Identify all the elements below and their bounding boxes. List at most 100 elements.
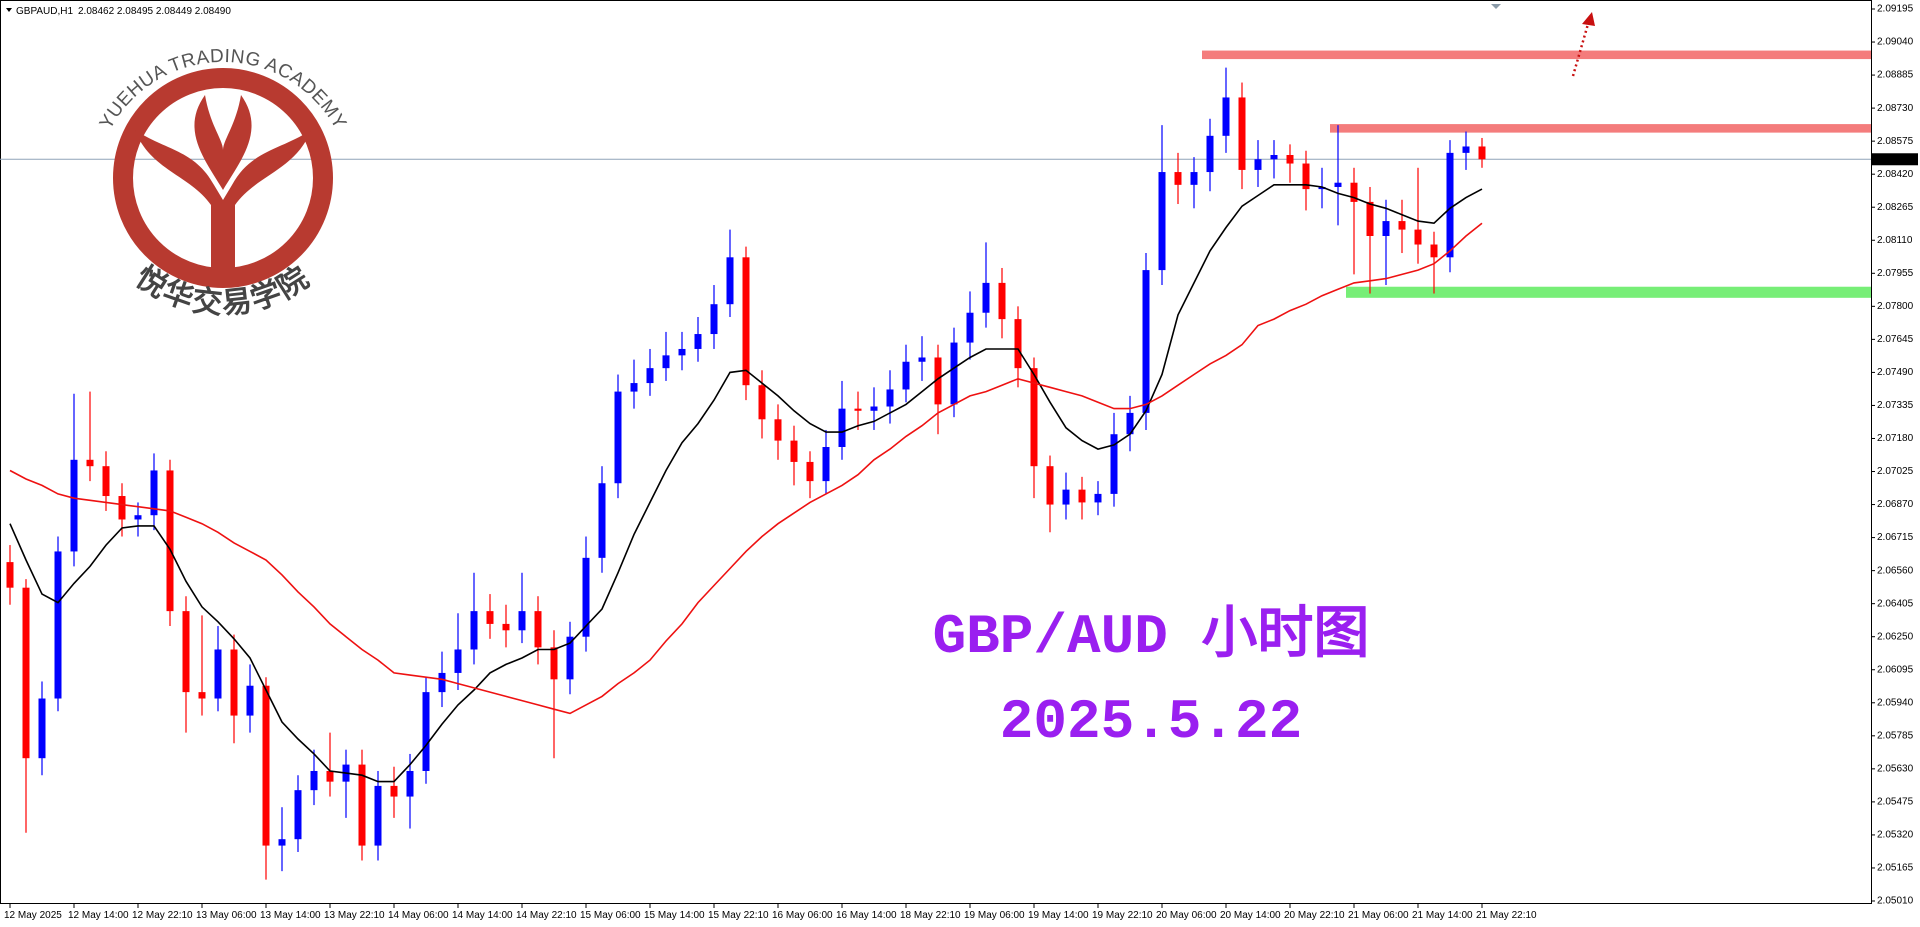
x-tick-label: 15 May 14:00: [644, 910, 705, 921]
candle-body: [966, 312, 974, 343]
candle-body: [1062, 489, 1070, 505]
y-tick-label: 2.08730: [1877, 103, 1914, 114]
candle-body: [150, 470, 158, 516]
candle-body: [390, 785, 398, 797]
y-tick-label: 2.06095: [1877, 664, 1914, 675]
y-tick-label: 2.05475: [1877, 797, 1914, 808]
candle-body: [1398, 221, 1406, 230]
x-tick-label: 13 May 22:10: [324, 910, 385, 921]
candle-body: [1046, 466, 1054, 505]
candle-body: [1174, 172, 1182, 185]
x-tick-label: 16 May 14:00: [836, 910, 897, 921]
candle-body: [310, 770, 318, 791]
y-tick-label: 2.05940: [1877, 697, 1914, 708]
candle-body: [950, 342, 958, 405]
y-tick-label: 2.05630: [1877, 763, 1914, 774]
y-tick-label: 2.07645: [1877, 334, 1914, 345]
moving-average: [9, 222, 1483, 715]
candle-body: [294, 790, 302, 840]
candle-body: [1142, 270, 1150, 413]
x-tick-label: 12 May 14:00: [68, 910, 129, 921]
candle-body: [230, 649, 238, 716]
projection-arrow: [1571, 12, 1595, 77]
y-tick-label: 2.07800: [1877, 301, 1914, 312]
y-tick-label: 2.08885: [1877, 70, 1914, 81]
candle-body: [102, 466, 110, 497]
candle-body: [518, 611, 526, 631]
candle-body: [1334, 182, 1342, 187]
x-tick-label: 14 May 06:00: [388, 910, 449, 921]
y-tick-label: 2.06250: [1877, 631, 1914, 642]
candle-body: [278, 839, 286, 846]
candle-body: [166, 470, 174, 612]
y-tick-label: 2.08265: [1877, 202, 1914, 213]
candle-body: [630, 383, 638, 392]
candle-body: [1478, 146, 1486, 160]
candle-body: [726, 257, 734, 305]
last-price-box: [1872, 153, 1918, 166]
candle-body: [198, 692, 206, 699]
y-tick-label: 2.07025: [1877, 466, 1914, 477]
x-tick-label: 16 May 06:00: [772, 910, 833, 921]
header-arrow: [6, 8, 12, 12]
candle-body: [854, 408, 862, 411]
candle-body: [1078, 489, 1086, 503]
zone: [1202, 50, 1871, 60]
candle-body: [566, 636, 574, 680]
candle-body: [438, 672, 446, 693]
candle-body: [646, 368, 654, 384]
candle-body: [22, 587, 30, 759]
arrow-head: [1582, 12, 1595, 26]
plot: [6, 67, 1486, 880]
candle-body: [838, 408, 846, 448]
x-tick-label: 20 May 22:10: [1284, 910, 1345, 921]
zone: [1346, 286, 1871, 298]
x-tick-label: 12 May 22:10: [132, 910, 193, 921]
moving-average: [9, 184, 1483, 783]
y-tick-label: 2.06715: [1877, 532, 1914, 543]
annotation-date: 2025.5.22: [1000, 690, 1302, 754]
x-tick-label: 20 May 06:00: [1156, 910, 1217, 921]
x-tick-label: 19 May 06:00: [964, 910, 1025, 921]
candle-body: [246, 685, 254, 716]
candle-body: [1222, 97, 1230, 136]
x-tick-label: 15 May 06:00: [580, 910, 641, 921]
candle-body: [374, 785, 382, 846]
candle-body: [1286, 155, 1294, 164]
header-quote: 2.08462 2.08495 2.08449 2.08490: [78, 6, 231, 17]
candle-body: [1206, 135, 1214, 173]
candle-body: [454, 649, 462, 673]
candle-body: [902, 361, 910, 390]
candle-body: [1318, 186, 1326, 190]
x-tick-label: 20 May 14:00: [1220, 910, 1281, 921]
candle-body: [54, 551, 62, 699]
candle-body: [982, 282, 990, 313]
scroll-marker: [1491, 4, 1501, 9]
candle-body: [86, 459, 94, 467]
annotation-title: GBP/AUD 小时图: [933, 604, 1370, 669]
y-tick-label: 2.07335: [1877, 400, 1914, 411]
candle-body: [694, 334, 702, 349]
header-symbol: GBPAUD,H1: [16, 6, 73, 17]
candle-body: [1254, 159, 1262, 170]
y-tick-label: 2.07180: [1877, 433, 1914, 444]
x-tick-label: 14 May 14:00: [452, 910, 513, 921]
plot-frame: [0, 0, 1872, 904]
candle-body: [662, 355, 670, 369]
x-tick-label: 14 May 22:10: [516, 910, 577, 921]
zone: [1330, 124, 1871, 133]
candle-body: [678, 348, 686, 356]
x-tick-label: 18 May 22:10: [900, 910, 961, 921]
candle-body: [1126, 412, 1134, 435]
candle-body: [70, 459, 78, 552]
candle-body: [1014, 319, 1022, 369]
axis: 2.05010 2.05165 2.05320 2.05475 2.05630 2.057…: [4, 4, 1918, 921]
candle-body: [1382, 221, 1390, 236]
logo-mark-top: [194, 95, 252, 190]
logo-mark: [135, 130, 311, 270]
candle-body: [774, 419, 782, 441]
candle-body: [422, 692, 430, 771]
candle-body: [870, 406, 878, 411]
